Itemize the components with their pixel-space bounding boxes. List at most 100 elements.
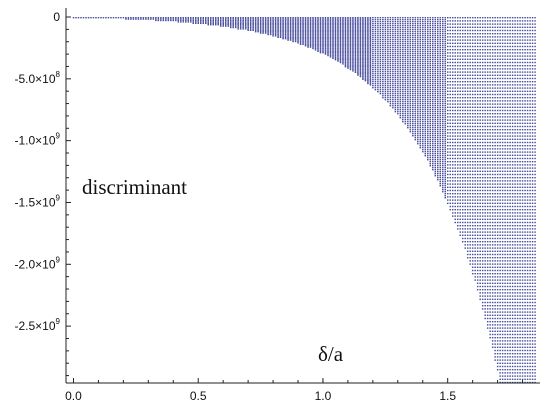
data-point: [314, 18, 317, 20]
data-point: [354, 50, 357, 52]
data-point: [449, 90, 451, 92]
data-point: [342, 46, 344, 48]
data-point: [339, 32, 342, 34]
data-point: [491, 42, 494, 44]
data-point: [424, 79, 427, 81]
data-point: [481, 87, 484, 89]
data-point: [359, 36, 362, 38]
data-point: [484, 228, 486, 230]
data-point: [334, 29, 337, 31]
data-point: [374, 43, 377, 45]
data-point: [409, 43, 412, 45]
data-point: [389, 31, 392, 33]
data-point: [387, 69, 389, 71]
data-point: [307, 18, 309, 20]
data-point: [357, 35, 359, 37]
data-point: [476, 209, 479, 211]
data-point: [481, 161, 484, 163]
data-point: [344, 53, 347, 55]
data-point: [496, 151, 499, 153]
data-point: [469, 189, 471, 192]
data-point: [399, 113, 402, 115]
data-point: [491, 311, 494, 313]
data-point: [412, 95, 414, 97]
data-point: [412, 61, 414, 63]
data-point: [496, 196, 499, 198]
data-point: [377, 89, 379, 91]
data-point: [454, 58, 456, 60]
data-point: [474, 39, 476, 41]
data-point: [494, 55, 496, 57]
data-point: [474, 116, 476, 118]
data-point: [277, 35, 279, 37]
data-point: [442, 135, 444, 137]
data-point: [437, 165, 439, 167]
data-point: [434, 123, 437, 125]
data-point: [312, 46, 314, 48]
data-point: [479, 231, 481, 233]
data-point: [484, 189, 486, 192]
data-point: [449, 29, 451, 32]
data-point: [466, 193, 469, 195]
data-point: [461, 129, 464, 131]
data-point: [244, 22, 247, 24]
data-point: [464, 196, 466, 198]
data-point: [334, 32, 337, 34]
data-point: [237, 26, 239, 29]
data-point: [442, 137, 444, 139]
data-point: [469, 39, 471, 41]
data-point: [364, 74, 367, 76]
data-point: [357, 53, 359, 55]
data-point: [312, 35, 314, 37]
data-point: [259, 31, 262, 33]
data-point: [364, 60, 367, 62]
data-point: [479, 183, 481, 185]
data-point: [474, 202, 476, 204]
data-point: [392, 95, 394, 97]
data-point: [412, 55, 414, 57]
data-point: [422, 23, 424, 25]
data-point: [402, 37, 404, 39]
data-point: [354, 21, 357, 23]
data-point: [496, 189, 499, 192]
data-point: [494, 327, 496, 329]
data-point: [177, 19, 180, 22]
data-point: [374, 71, 377, 73]
data-point: [274, 18, 277, 20]
data-point: [449, 23, 451, 25]
data-point: [75, 17, 77, 19]
data-point: [484, 106, 486, 108]
data-point: [347, 45, 349, 47]
data-point: [442, 43, 444, 45]
data-point: [466, 55, 469, 57]
data-point: [496, 68, 499, 70]
data-point: [476, 266, 479, 268]
data-point: [342, 60, 344, 62]
data-point: [432, 125, 434, 127]
data-point: [489, 205, 491, 208]
data-point: [454, 164, 456, 166]
data-point: [202, 21, 205, 23]
data-point: [469, 81, 471, 83]
data-point: [427, 47, 429, 49]
data-point: [427, 69, 429, 71]
data-point: [474, 170, 476, 172]
data-point: [429, 143, 432, 145]
data-point: [342, 28, 344, 30]
data-point: [484, 298, 486, 300]
data-point: [229, 19, 232, 22]
data-point: [432, 59, 434, 61]
data-point: [269, 29, 272, 31]
data-point: [342, 22, 344, 24]
data-point: [317, 19, 319, 22]
data-point: [484, 26, 486, 28]
data-point: [471, 157, 474, 160]
data-point: [471, 273, 474, 275]
data-point: [496, 122, 499, 124]
data-point: [344, 18, 347, 20]
data-point: [294, 35, 297, 37]
data-point: [454, 93, 456, 96]
data-point: [404, 77, 407, 79]
data-point: [362, 26, 364, 29]
data-point: [449, 55, 451, 57]
